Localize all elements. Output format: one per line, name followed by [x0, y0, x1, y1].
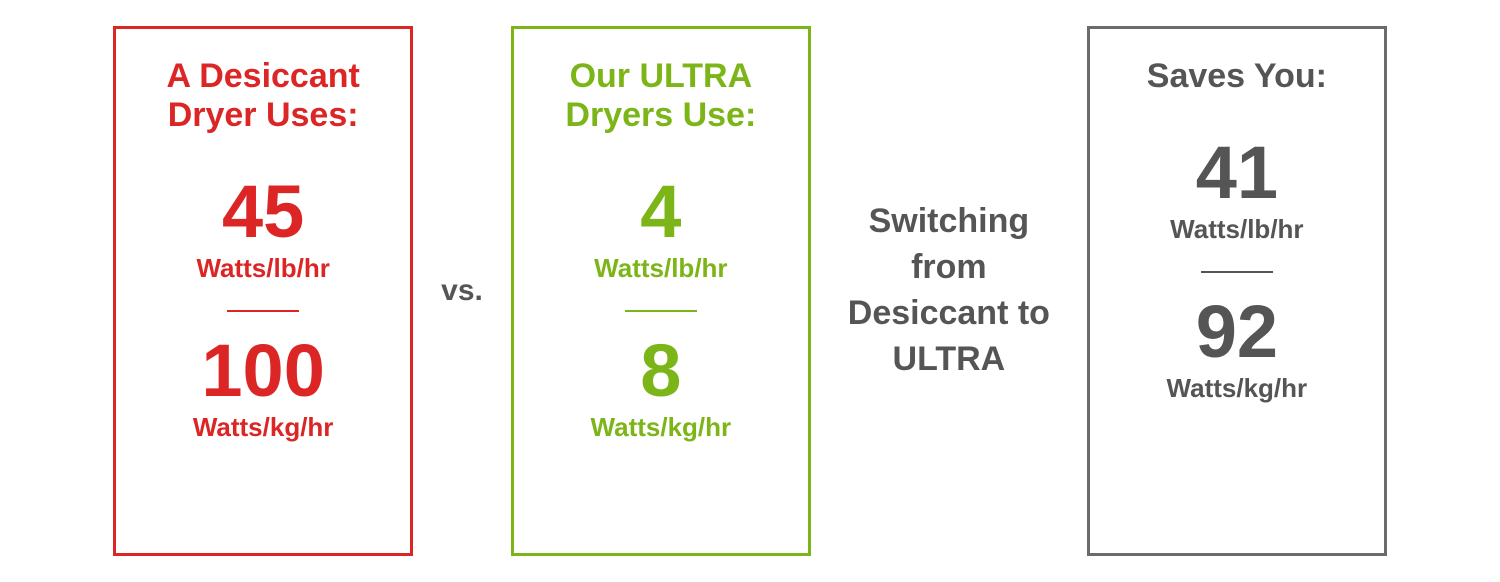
ultra-title: Our ULTRA Dryers Use: — [538, 57, 784, 135]
ultra-value-1: 4 — [640, 175, 681, 249]
desiccant-stat-2: 100 Watts/kg/hr — [193, 334, 334, 443]
ultra-unit-2: Watts/kg/hr — [591, 412, 732, 443]
ultra-divider — [625, 310, 697, 312]
saves-title: Saves You: — [1147, 57, 1327, 96]
saves-value-2: 92 — [1196, 295, 1278, 369]
desiccant-unit-2: Watts/kg/hr — [193, 412, 334, 443]
desiccant-title: A Desiccant Dryer Uses: — [140, 57, 386, 135]
saves-divider — [1201, 271, 1273, 273]
saves-panel: Saves You: 41 Watts/lb/hr 92 Watts/kg/hr — [1087, 26, 1387, 556]
desiccant-unit-1: Watts/lb/hr — [196, 253, 329, 284]
ultra-stat-2: 8 Watts/kg/hr — [591, 334, 732, 443]
saves-unit-1: Watts/lb/hr — [1170, 214, 1303, 245]
desiccant-value-2: 100 — [201, 334, 324, 408]
desiccant-divider — [227, 310, 299, 312]
desiccant-value-1: 45 — [222, 175, 304, 249]
ultra-unit-1: Watts/lb/hr — [594, 253, 727, 284]
saves-value-1: 41 — [1196, 136, 1278, 210]
ultra-stat-1: 4 Watts/lb/hr — [594, 175, 727, 284]
comparison-row: A Desiccant Dryer Uses: 45 Watts/lb/hr 1… — [0, 26, 1500, 556]
desiccant-stat-1: 45 Watts/lb/hr — [196, 175, 329, 284]
ultra-panel: Our ULTRA Dryers Use: 4 Watts/lb/hr 8 Wa… — [511, 26, 811, 556]
switching-text: Switching from Desiccant to ULTRA — [839, 199, 1059, 383]
saves-unit-2: Watts/kg/hr — [1167, 373, 1308, 404]
saves-stat-1: 41 Watts/lb/hr — [1170, 136, 1303, 245]
ultra-value-2: 8 — [640, 334, 681, 408]
saves-stat-2: 92 Watts/kg/hr — [1167, 295, 1308, 404]
desiccant-panel: A Desiccant Dryer Uses: 45 Watts/lb/hr 1… — [113, 26, 413, 556]
vs-text: vs. — [441, 274, 483, 308]
